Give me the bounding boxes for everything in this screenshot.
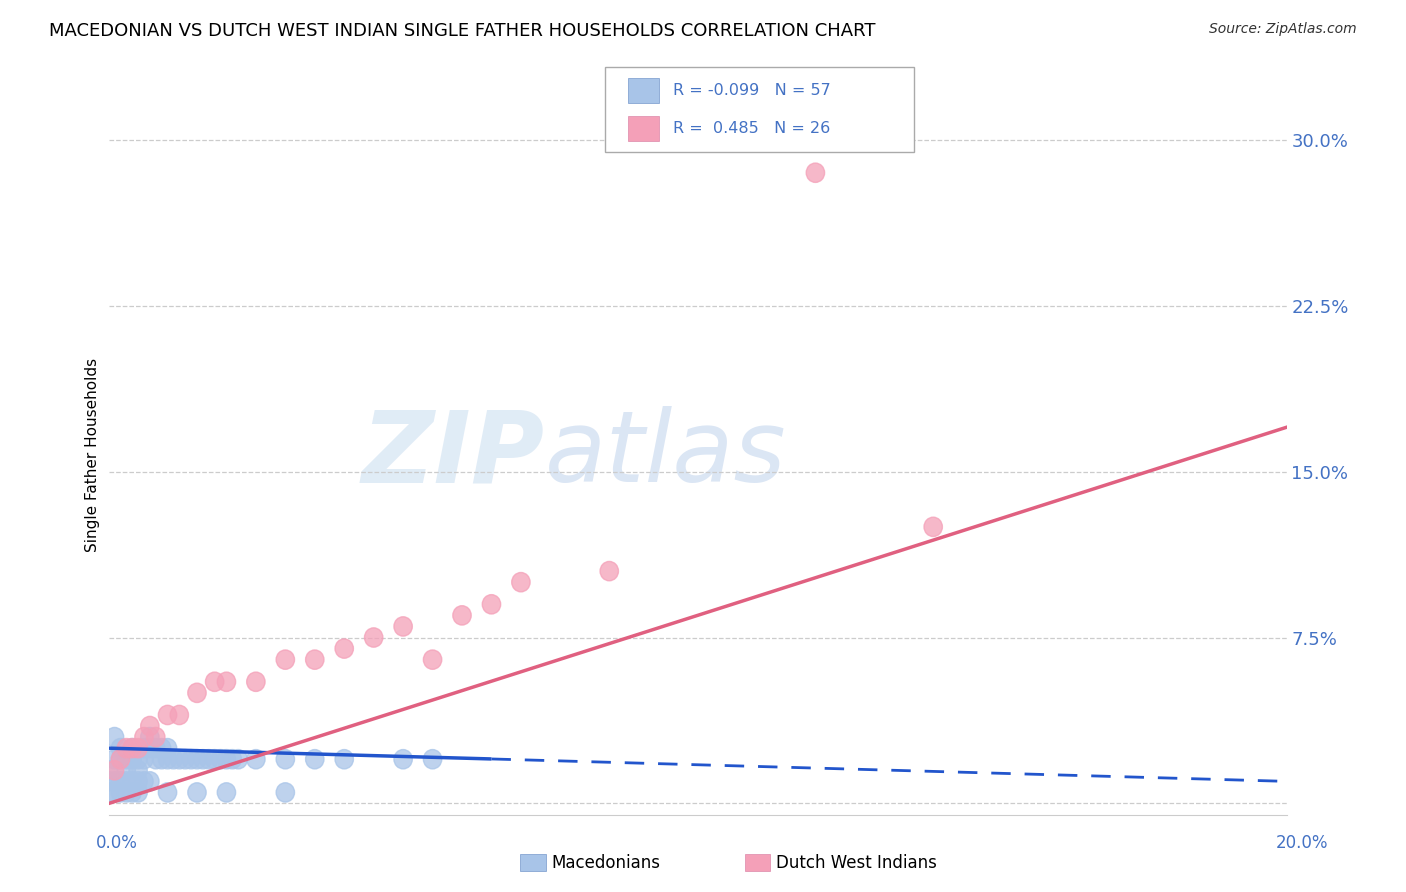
Ellipse shape xyxy=(200,749,218,769)
Ellipse shape xyxy=(122,783,142,802)
Ellipse shape xyxy=(105,727,124,747)
Ellipse shape xyxy=(135,749,153,769)
Ellipse shape xyxy=(122,739,142,758)
Ellipse shape xyxy=(211,749,229,769)
Ellipse shape xyxy=(129,783,148,802)
Ellipse shape xyxy=(423,749,441,769)
Ellipse shape xyxy=(335,749,353,769)
Ellipse shape xyxy=(159,783,177,802)
Ellipse shape xyxy=(159,749,177,769)
Ellipse shape xyxy=(111,749,129,769)
Ellipse shape xyxy=(117,783,135,802)
Ellipse shape xyxy=(111,783,129,802)
Ellipse shape xyxy=(129,749,148,769)
Text: ZIP: ZIP xyxy=(361,407,544,503)
Text: Macedonians: Macedonians xyxy=(551,854,661,871)
Ellipse shape xyxy=(135,772,153,791)
Ellipse shape xyxy=(129,739,148,758)
Ellipse shape xyxy=(129,761,148,780)
Ellipse shape xyxy=(188,683,207,703)
Ellipse shape xyxy=(188,749,207,769)
Ellipse shape xyxy=(141,727,159,747)
Text: MACEDONIAN VS DUTCH WEST INDIAN SINGLE FATHER HOUSEHOLDS CORRELATION CHART: MACEDONIAN VS DUTCH WEST INDIAN SINGLE F… xyxy=(49,22,876,40)
Ellipse shape xyxy=(159,706,177,724)
Ellipse shape xyxy=(100,761,118,780)
Ellipse shape xyxy=(218,749,236,769)
Ellipse shape xyxy=(111,739,129,758)
Ellipse shape xyxy=(105,772,124,791)
Text: 0.0%: 0.0% xyxy=(96,834,138,852)
Ellipse shape xyxy=(111,749,129,769)
Ellipse shape xyxy=(129,772,148,791)
Ellipse shape xyxy=(806,163,824,183)
Ellipse shape xyxy=(924,517,942,536)
Ellipse shape xyxy=(194,749,212,769)
Ellipse shape xyxy=(453,606,471,625)
Ellipse shape xyxy=(141,716,159,736)
Ellipse shape xyxy=(122,749,142,769)
Ellipse shape xyxy=(246,672,266,691)
Ellipse shape xyxy=(146,739,165,758)
Ellipse shape xyxy=(159,739,177,758)
Ellipse shape xyxy=(105,761,124,780)
Ellipse shape xyxy=(205,672,224,691)
Ellipse shape xyxy=(205,749,224,769)
Ellipse shape xyxy=(423,650,441,669)
Ellipse shape xyxy=(165,749,183,769)
Ellipse shape xyxy=(122,739,142,758)
Ellipse shape xyxy=(181,749,200,769)
Ellipse shape xyxy=(364,628,382,648)
Ellipse shape xyxy=(141,772,159,791)
Ellipse shape xyxy=(224,749,242,769)
Ellipse shape xyxy=(600,561,619,581)
Ellipse shape xyxy=(111,772,129,791)
Ellipse shape xyxy=(276,783,294,802)
Ellipse shape xyxy=(170,749,188,769)
Y-axis label: Single Father Households: Single Father Households xyxy=(86,358,100,552)
Ellipse shape xyxy=(117,772,135,791)
Ellipse shape xyxy=(305,749,323,769)
Ellipse shape xyxy=(135,727,153,747)
Ellipse shape xyxy=(176,749,194,769)
Ellipse shape xyxy=(152,739,172,758)
Text: atlas: atlas xyxy=(544,407,786,503)
Ellipse shape xyxy=(394,616,412,636)
Text: 20.0%: 20.0% xyxy=(1277,834,1329,852)
Ellipse shape xyxy=(276,650,294,669)
Ellipse shape xyxy=(246,749,266,769)
Ellipse shape xyxy=(305,650,323,669)
Ellipse shape xyxy=(105,749,124,769)
Ellipse shape xyxy=(100,772,118,791)
Ellipse shape xyxy=(276,749,294,769)
Ellipse shape xyxy=(394,749,412,769)
Ellipse shape xyxy=(482,595,501,614)
Ellipse shape xyxy=(170,706,188,724)
Ellipse shape xyxy=(512,573,530,592)
Ellipse shape xyxy=(135,739,153,758)
Text: Dutch West Indians: Dutch West Indians xyxy=(776,854,936,871)
Ellipse shape xyxy=(117,749,135,769)
Text: R = -0.099   N = 57: R = -0.099 N = 57 xyxy=(673,84,831,98)
Ellipse shape xyxy=(146,749,165,769)
Ellipse shape xyxy=(218,783,236,802)
Ellipse shape xyxy=(141,739,159,758)
Ellipse shape xyxy=(335,639,353,658)
Ellipse shape xyxy=(146,727,165,747)
Ellipse shape xyxy=(122,772,142,791)
Text: Source: ZipAtlas.com: Source: ZipAtlas.com xyxy=(1209,22,1357,37)
Ellipse shape xyxy=(117,761,135,780)
Text: R =  0.485   N = 26: R = 0.485 N = 26 xyxy=(673,121,831,136)
Ellipse shape xyxy=(100,783,118,802)
Ellipse shape xyxy=(105,783,124,802)
Ellipse shape xyxy=(117,739,135,758)
Ellipse shape xyxy=(229,749,247,769)
Ellipse shape xyxy=(218,672,236,691)
Ellipse shape xyxy=(152,749,172,769)
Ellipse shape xyxy=(188,783,207,802)
